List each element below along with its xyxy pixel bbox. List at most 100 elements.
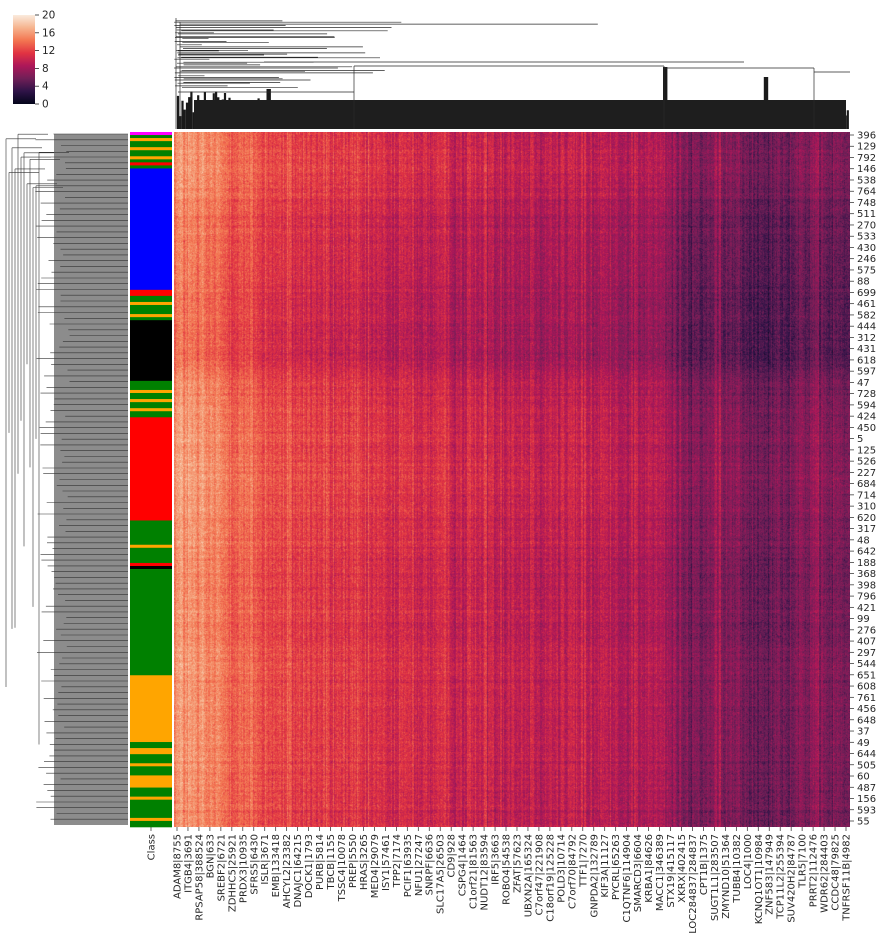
column-tick-label: IRF5|3663 [491,834,502,885]
column-tick-label: ROBO4|54538 [502,834,513,905]
column-tick-label: NUDT12|83594 [480,834,491,911]
column-tick-label: KRBA1|84626 [644,834,655,903]
class-segment [130,314,172,318]
class-segment [130,132,172,136]
class-color-strip [130,132,172,828]
row-tick-label: 55 [857,817,870,828]
row-tick-label: 297 [857,648,876,659]
row-tick-label: 156 [857,794,876,805]
class-segment [130,675,172,743]
column-tick-label: SMARCD3|6604 [633,834,644,912]
column-tick-label: TUBB4|10382 [732,834,743,904]
row-tick-label: 430 [857,243,876,254]
class-segment [130,763,172,767]
row-tick-label: 461 [857,299,876,310]
column-tick-label: ADAM8|8755 [173,834,184,899]
column-tick-label: BGN|633 [205,834,216,878]
row-tick-label: 431 [857,344,876,355]
class-segment [130,141,172,148]
row-tick-label: 125 [857,445,876,456]
row-tick-label: 792 [857,153,876,164]
colorbar-ticks: 0 4 8 12 16 20 [35,10,56,111]
column-tick-label: C7orf47|221908 [534,834,545,915]
class-segment [130,304,172,315]
column-tick-label: ITGB4|3691 [183,834,194,893]
class-segment [130,408,172,412]
column-tick-label: AHCYL2|23382 [282,834,293,908]
row-tick-label: 505 [857,760,876,771]
row-tick-label: 37 [857,727,870,738]
column-tick-label: PCIF1|63935 [403,834,414,897]
class-segment [130,544,172,549]
column-tick-label: PRDX3|10935 [238,834,249,903]
class-segment [130,399,172,403]
column-tick-label: Class [147,834,158,860]
row-tick-label: 796 [857,592,876,603]
column-tick-label: CSPG4|1464 [458,834,469,896]
column-tick-label: CD9|928 [447,834,458,878]
class-segment [130,135,172,139]
row-tick-label: 714 [857,490,876,501]
class-segment [130,787,172,797]
row-tick-label: 575 [857,265,876,276]
class-segment [130,742,172,749]
column-tick-label: SUGT1L1|283507 [710,834,721,921]
row-tick-label: 620 [857,513,876,524]
row-tick-label: 450 [857,423,876,434]
row-tick-label: 651 [857,670,876,681]
column-tick-label: C1orf21|81563 [469,834,480,909]
row-tick-label: 526 [857,457,876,468]
class-segment [130,766,172,776]
row-tick-label: 129 [857,142,876,153]
column-tick-label: WDR62|284403 [820,834,831,913]
row-tick-label: 270 [857,220,876,231]
column-tick-label: CCDC48|79825 [831,834,842,911]
row-tick-label: 49 [857,738,870,749]
class-segment [130,748,172,755]
row-tick-label: 761 [857,693,876,704]
column-tick-label: XKRX|402415 [677,834,688,903]
column-tick-label: PURB|5814 [315,834,326,890]
class-segment [130,520,172,546]
column-tick-label: KCNQ1OT1|10984 [754,834,765,924]
row-dendrogram-links [5,133,128,820]
class-segment [130,295,172,303]
class-segment [130,547,172,564]
column-tick-label: GNPDA2|132789 [589,834,600,918]
heatmap-area [174,132,850,827]
class-segment [130,320,172,382]
column-tick-label: C7orf70|84792 [567,834,578,909]
colorbar-tick-label: 20 [42,10,55,22]
column-tick-label: TCP11L2|255394 [776,834,787,920]
row-tick-label: 456 [857,704,876,715]
column-tick-label: TNFRSF11B|4982 [842,834,853,922]
class-segment [130,289,172,297]
row-tick-label: 188 [857,558,876,569]
class-segment [130,301,172,306]
row-tick-label: 407 [857,637,876,648]
class-segment [130,402,172,409]
column-tick-label: RPSAP58|388524 [194,834,205,921]
row-tick-label: 642 [857,547,876,558]
row-tick-label: 608 [857,682,876,693]
row-tick-label: 544 [857,659,876,670]
colorbar-tick-label: 16 [42,27,56,39]
column-dendrogram-mass [194,100,846,129]
class-segment [130,817,172,822]
colorbar-tick-label: 8 [42,63,49,75]
column-tick-label: ZNF583|147949 [765,834,776,915]
column-tick-label: POLD3|10714 [556,834,567,903]
colorbar-tick-label: 0 [42,99,49,111]
row-tick-label: 246 [857,254,876,265]
class-segment [130,562,172,567]
class-segment [130,380,172,391]
column-dendrogram-links [174,18,850,129]
class-segment [130,168,172,291]
column-tick-label: ZMYND10|51364 [721,834,732,919]
column-tick-label: ISY1|57461 [381,834,392,891]
column-tick-label: EMB|133418 [271,834,282,897]
column-tick-label: PREP|5550 [348,834,359,888]
class-segment [130,775,172,788]
row-tick-label: 444 [857,322,876,333]
